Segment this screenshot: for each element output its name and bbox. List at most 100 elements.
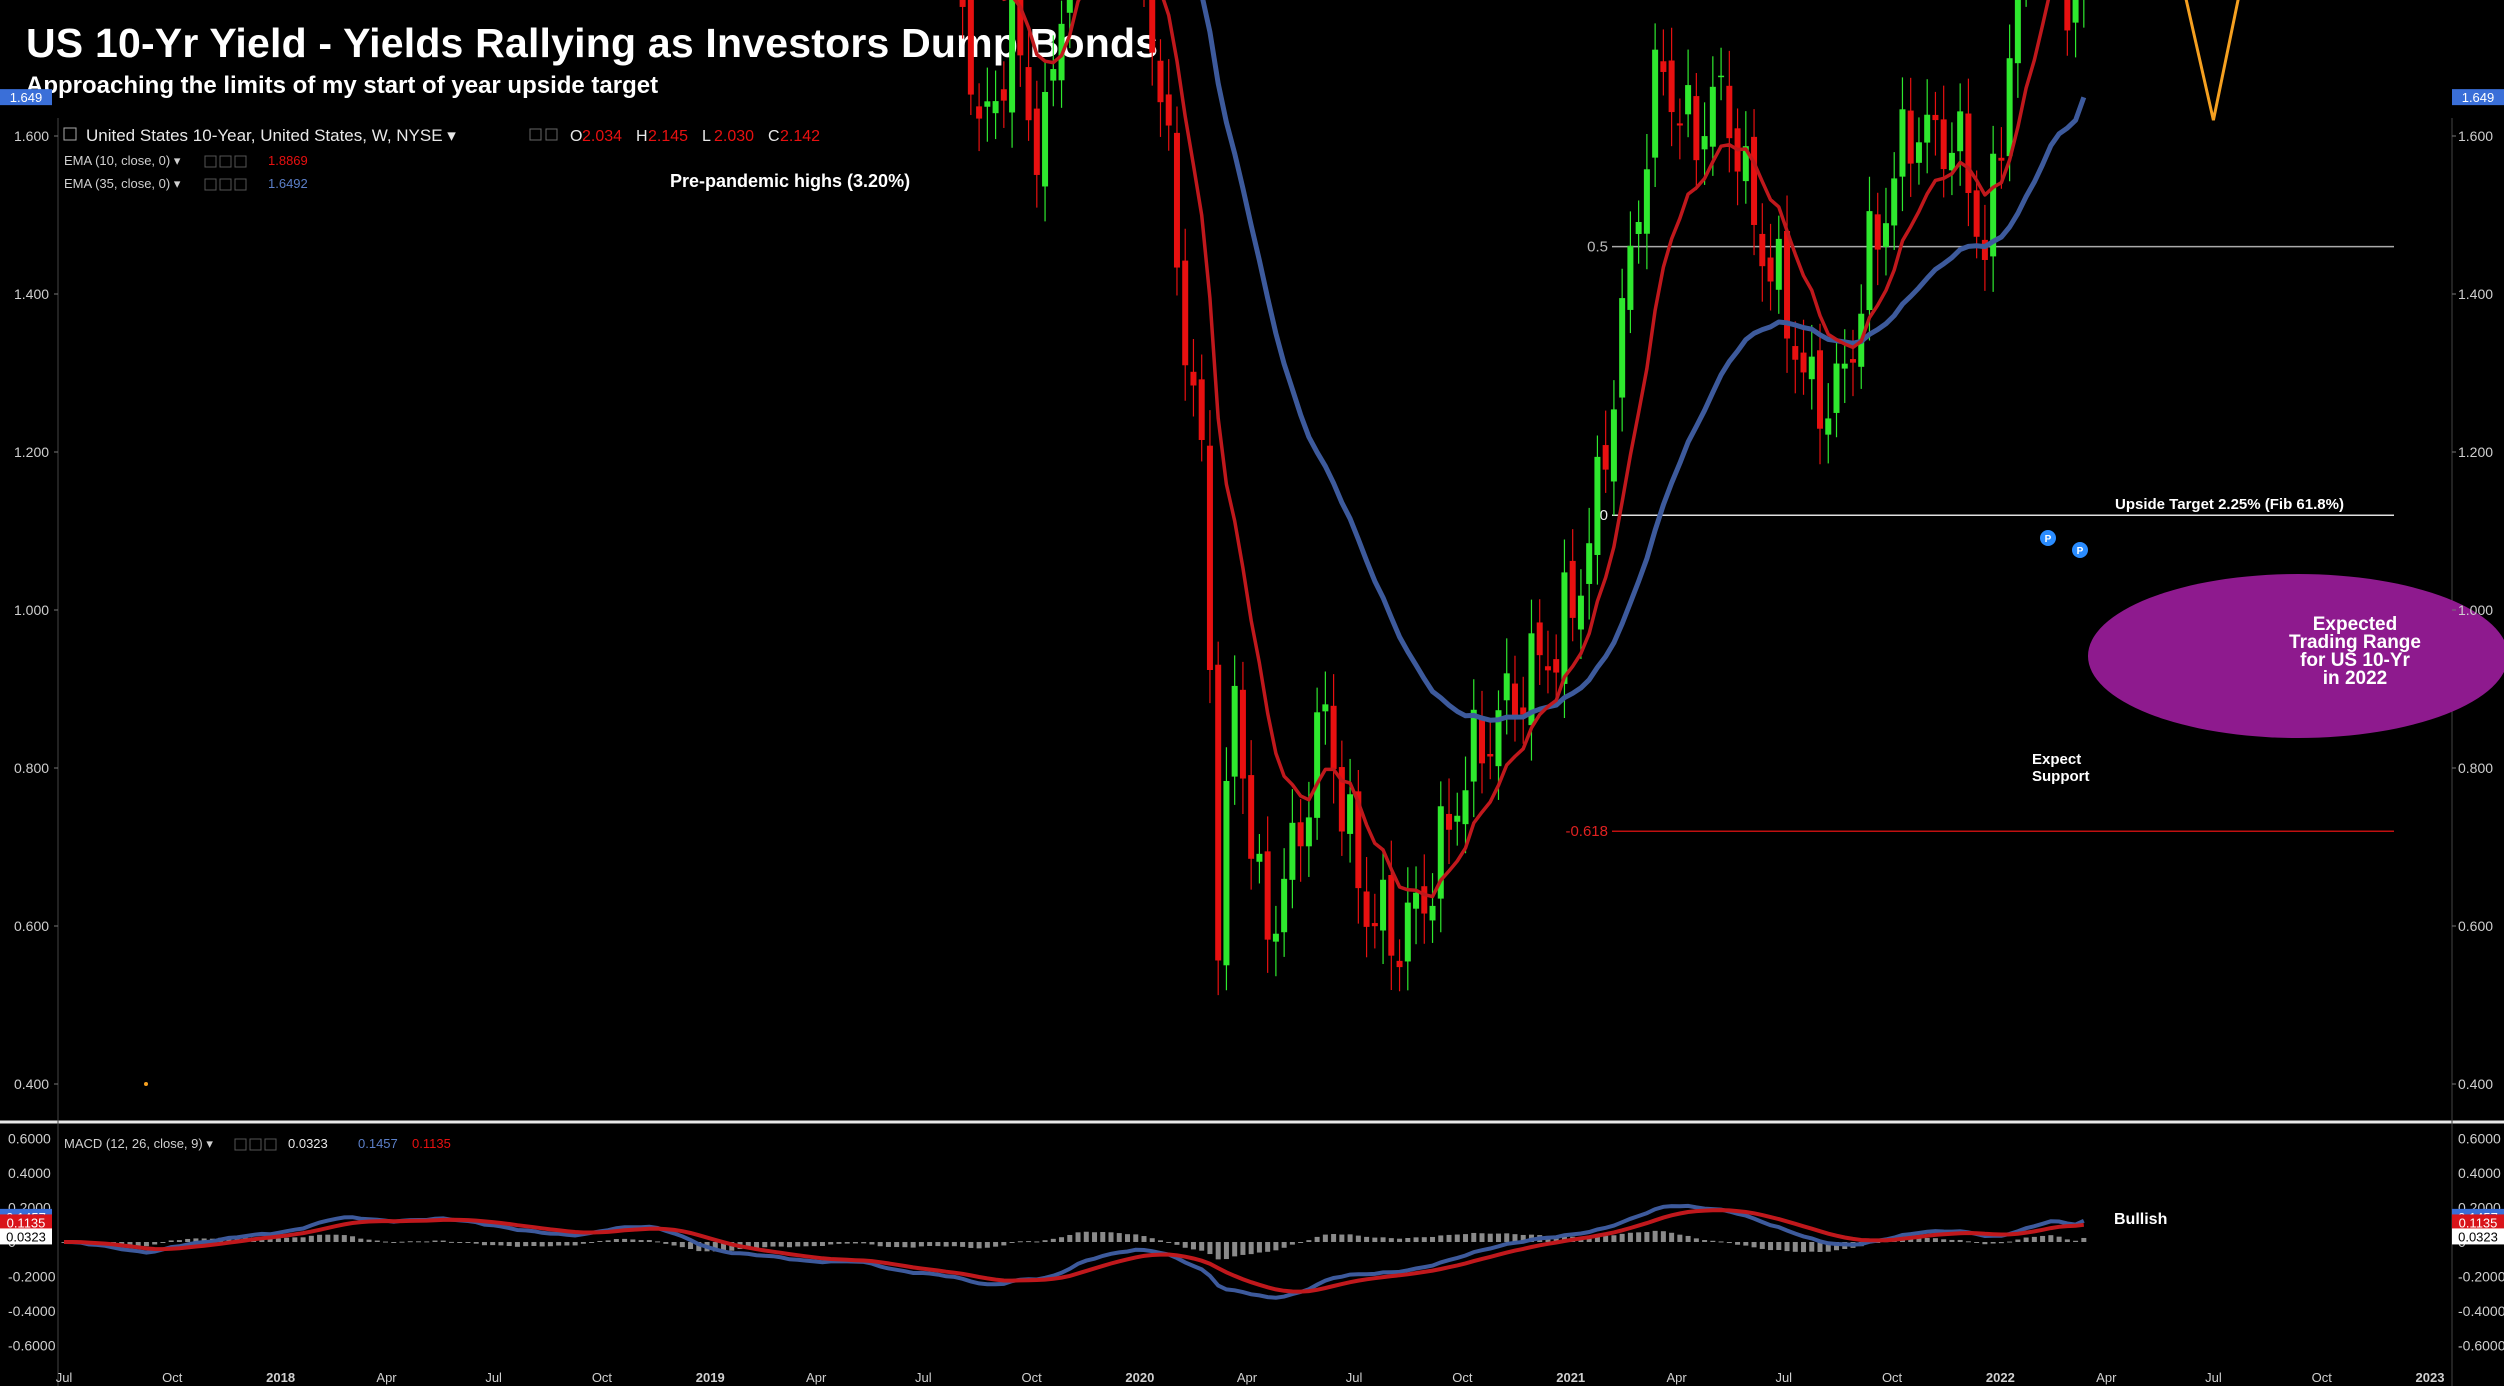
price-candles	[959, 0, 2085, 996]
macd-y-tick-right: 0.4000	[2458, 1165, 2501, 1181]
candle-body	[1363, 891, 1370, 927]
macd-histogram-bar	[828, 1242, 834, 1245]
candle-body	[1899, 109, 1906, 177]
macd-histogram-bar	[1677, 1234, 1683, 1242]
macd-histogram-bar	[2081, 1237, 2087, 1242]
macd-y-tick-left: -0.6000	[8, 1338, 56, 1354]
macd-histogram-bar	[1801, 1242, 1807, 1253]
candle-body	[1940, 119, 1947, 170]
macd-histogram-bar	[2073, 1240, 2079, 1242]
ema10-label: EMA (10, close, 0) ▾	[64, 153, 181, 168]
ohlc-key: H	[636, 128, 648, 145]
macd-histogram-bar	[1248, 1242, 1254, 1255]
macd-histogram-bar	[1636, 1232, 1642, 1242]
ema35-tag-label: 1.649	[10, 90, 43, 105]
macd-histogram-bar	[432, 1240, 438, 1242]
macd-histogram-bar	[1240, 1242, 1246, 1255]
macd-histogram-bar	[1611, 1235, 1617, 1242]
macd-histogram-bar	[1067, 1234, 1073, 1242]
macd-histogram-bar	[1265, 1242, 1271, 1252]
macd-histogram-bar	[1817, 1242, 1823, 1253]
macd-histogram-bar	[1289, 1242, 1295, 1245]
x-tick-label: Jul	[1346, 1370, 1363, 1385]
macd-histogram-bar	[1479, 1233, 1485, 1242]
candle-body	[1891, 178, 1898, 226]
macd-histogram-bar	[1438, 1235, 1444, 1242]
macd-histogram-bar	[2031, 1236, 2037, 1242]
candle-body	[1470, 709, 1477, 782]
macd-histogram-bar	[1141, 1236, 1147, 1242]
macd-histogram-bar	[877, 1242, 883, 1247]
candle-body	[1808, 356, 1815, 380]
fib-level-label: -0.618	[1565, 823, 1608, 840]
macd-histogram-bar	[688, 1242, 694, 1250]
macd-histogram-bar	[1314, 1236, 1320, 1242]
ema35-value: 1.6492	[268, 176, 308, 191]
macd-histogram-bar	[1273, 1242, 1279, 1251]
candle-body	[1586, 543, 1593, 584]
candle-body	[1033, 108, 1040, 175]
macd-histogram-bar	[869, 1242, 875, 1245]
expected-range-label: for US 10-Yr	[2300, 650, 2410, 671]
macd-histogram-bar	[1693, 1238, 1699, 1242]
ema35-tag-label: 1.649	[2462, 90, 2495, 105]
macd-histogram-bar	[1042, 1240, 1048, 1242]
macd-histogram-bar	[1281, 1242, 1287, 1248]
macd-histogram-bar	[1125, 1234, 1131, 1242]
candle-body	[1709, 86, 1716, 147]
macd-histogram-bar	[671, 1242, 677, 1246]
macd-histogram-bar	[152, 1242, 158, 1245]
macd-histogram-bar	[1116, 1233, 1122, 1242]
ohlc-key: C	[768, 128, 780, 145]
macd-histogram-bar	[984, 1242, 990, 1248]
macd-histogram-bar	[1372, 1237, 1378, 1242]
macd-histogram-bar	[127, 1242, 133, 1246]
macd-histogram-bar	[663, 1242, 669, 1244]
candle-body	[1701, 136, 1708, 150]
macd-histogram-bar	[1685, 1235, 1691, 1242]
macd-histogram-bar	[1430, 1236, 1436, 1242]
x-tick-label: Apr	[1237, 1370, 1258, 1385]
macd-histogram-bar	[399, 1241, 405, 1243]
candle-body	[1454, 815, 1461, 822]
macd-signal-line	[64, 1208, 2085, 1294]
macd-histogram-bar	[523, 1242, 529, 1247]
macd-histogram-bar	[556, 1242, 562, 1246]
macd-histogram-bar	[1718, 1241, 1724, 1243]
candle-body	[1487, 753, 1494, 757]
y-tick-label-right: 1.200	[2458, 444, 2493, 460]
fib-level-label: 0	[1600, 507, 1608, 524]
macd-histogram-bar	[1166, 1241, 1172, 1243]
candle-body	[1322, 704, 1329, 712]
macd-histogram-bar	[927, 1242, 933, 1246]
candle-body	[1759, 233, 1766, 267]
candle-body	[1520, 707, 1527, 715]
candle-body	[1676, 123, 1683, 126]
macd-histogram-bar	[1050, 1238, 1056, 1242]
macd-histogram-bar	[1463, 1234, 1469, 1242]
candle-body	[1396, 960, 1403, 968]
macd-histogram-bar	[424, 1241, 430, 1243]
indicator-control-icon	[249, 1138, 262, 1151]
candle-body	[1833, 363, 1840, 413]
candle-body	[1652, 49, 1659, 158]
candle-body	[1635, 222, 1642, 234]
macd-histogram-bar	[176, 1240, 182, 1242]
macd-histogram-bar	[473, 1242, 479, 1244]
candle-body	[1413, 892, 1420, 909]
macd-histogram-bar	[1776, 1242, 1782, 1250]
macd-label: MACD (12, 26, close, 9) ▾	[64, 1136, 213, 1151]
candle-body	[976, 106, 983, 119]
x-tick-label: Jul	[485, 1370, 502, 1385]
macd-histogram-bar	[2015, 1239, 2021, 1242]
macd-histogram-bar	[1768, 1242, 1774, 1251]
candle-body	[1380, 879, 1387, 931]
y-tick-label-left: 1.400	[14, 286, 49, 302]
macd-histogram-bar	[1207, 1242, 1213, 1255]
macd-histogram-bar	[135, 1242, 141, 1246]
candle-body	[1693, 96, 1700, 161]
price-panel	[0, 118, 2504, 1386]
macd-histogram-bar	[465, 1242, 471, 1243]
y-tick-label-left: 0.400	[14, 1076, 49, 1092]
